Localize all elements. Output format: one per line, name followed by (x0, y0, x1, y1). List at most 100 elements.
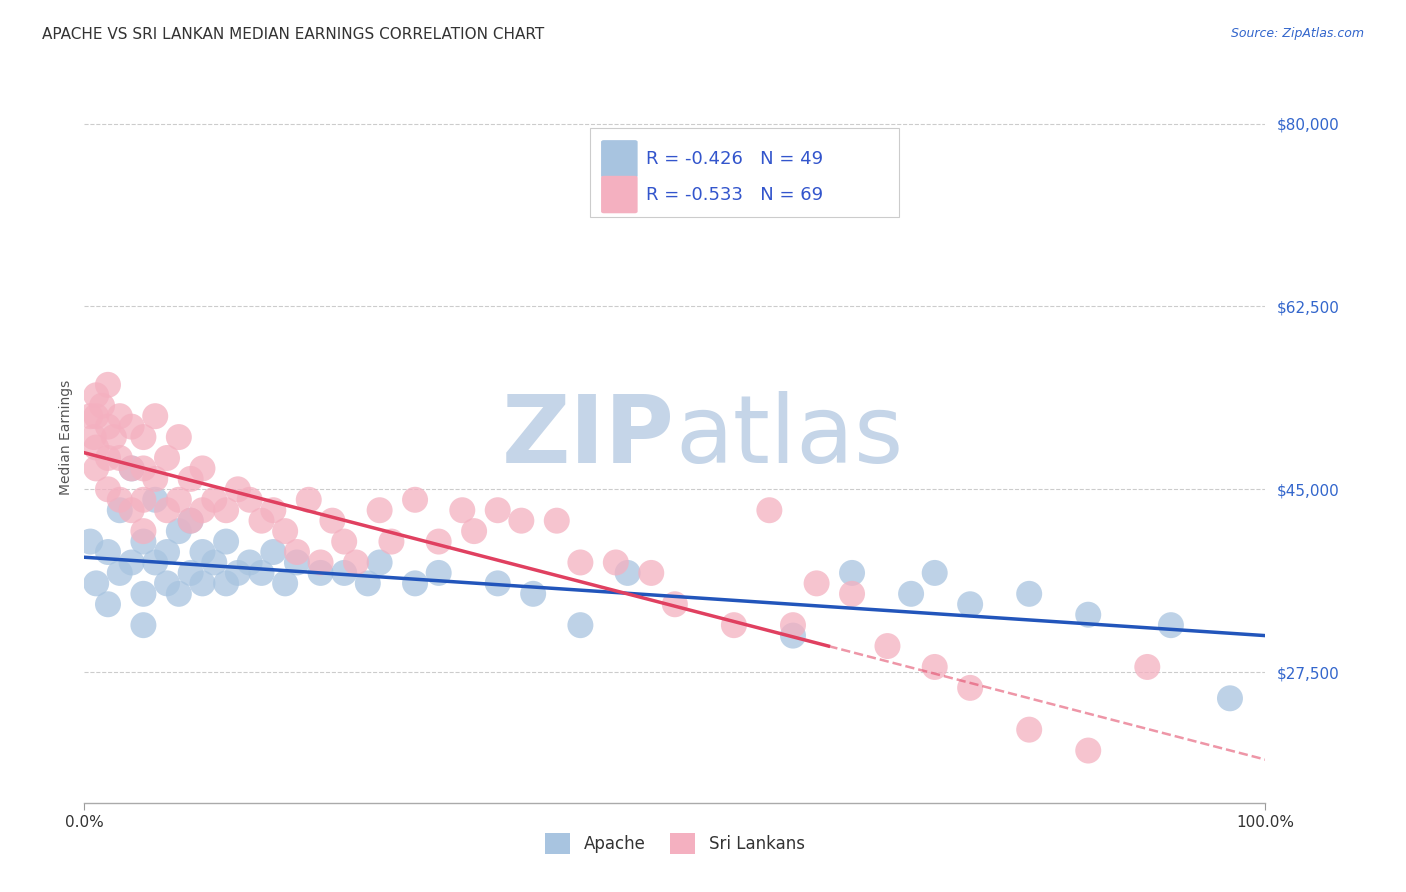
Point (180, 566, 202, 580)
Point (616, 566, 638, 580)
Point (156, 576, 179, 591)
Point (121, 461, 143, 475)
Point (97, 377, 120, 392)
Point (143, 492, 166, 507)
Point (84, 461, 107, 475)
Point (569, 618, 592, 632)
Point (758, 503, 780, 517)
Point (226, 483, 249, 497)
Point (132, 430, 155, 444)
Point (274, 576, 297, 591)
Point (167, 524, 190, 538)
Point (97, 419, 120, 434)
Point (215, 576, 238, 591)
Point (143, 556, 166, 570)
Point (640, 566, 662, 580)
Point (167, 430, 190, 444)
Legend: Apache, Sri Lankans: Apache, Sri Lankans (538, 827, 811, 860)
Point (841, 587, 863, 601)
Point (215, 534, 238, 549)
Point (1077, 743, 1099, 757)
Point (103, 430, 125, 444)
Point (876, 639, 898, 653)
Point (250, 514, 273, 528)
Point (380, 534, 402, 549)
Point (569, 556, 592, 570)
Point (298, 492, 321, 507)
Point (404, 576, 426, 591)
Point (79, 534, 101, 549)
Point (143, 472, 166, 486)
Point (97, 597, 120, 611)
Point (1018, 723, 1040, 737)
Point (1018, 587, 1040, 601)
Text: R = -0.533   N = 69: R = -0.533 N = 69 (647, 186, 823, 203)
Text: ZIP: ZIP (502, 391, 675, 483)
Point (79, 409, 101, 424)
Point (84, 409, 107, 424)
Point (108, 450, 131, 465)
Point (191, 461, 214, 475)
Point (333, 534, 356, 549)
Point (368, 503, 391, 517)
Point (202, 556, 225, 570)
Point (605, 556, 627, 570)
Point (900, 587, 922, 601)
Point (143, 409, 166, 424)
Point (924, 566, 946, 580)
Point (84, 576, 107, 591)
Point (239, 492, 262, 507)
Point (191, 576, 214, 591)
Point (215, 503, 238, 517)
Point (84, 388, 107, 402)
Point (1219, 691, 1241, 706)
Point (451, 503, 474, 517)
Point (91, 399, 114, 413)
Point (486, 503, 509, 517)
Point (959, 681, 981, 695)
Point (239, 556, 262, 570)
Point (1136, 660, 1159, 674)
Point (132, 492, 155, 507)
Point (108, 566, 131, 580)
Point (167, 587, 190, 601)
Point (97, 483, 120, 497)
Point (132, 587, 155, 601)
Point (959, 597, 981, 611)
Point (191, 503, 214, 517)
Point (262, 545, 284, 559)
Point (121, 419, 143, 434)
Point (427, 566, 450, 580)
Point (723, 618, 745, 632)
Point (97, 545, 120, 559)
Text: R = -0.426   N = 49: R = -0.426 N = 49 (647, 150, 823, 168)
Point (806, 576, 828, 591)
Point (262, 503, 284, 517)
Point (924, 660, 946, 674)
Point (108, 503, 131, 517)
Point (180, 514, 202, 528)
Point (285, 545, 308, 559)
Point (108, 409, 131, 424)
Point (546, 514, 568, 528)
Point (463, 524, 485, 538)
Point (333, 566, 356, 580)
Point (782, 629, 804, 643)
Point (321, 514, 343, 528)
Point (522, 587, 544, 601)
Point (274, 524, 297, 538)
Point (427, 534, 450, 549)
Point (404, 492, 426, 507)
Point (250, 566, 273, 580)
Point (357, 576, 380, 591)
Point (156, 545, 179, 559)
Point (782, 618, 804, 632)
Point (841, 566, 863, 580)
Point (83, 430, 105, 444)
Point (121, 461, 143, 475)
Text: APACHE VS SRI LANKAN MEDIAN EARNINGS CORRELATION CHART: APACHE VS SRI LANKAN MEDIAN EARNINGS COR… (42, 27, 544, 42)
Y-axis label: Median Earnings: Median Earnings (59, 379, 73, 495)
Point (510, 514, 533, 528)
Point (285, 556, 308, 570)
Point (167, 492, 190, 507)
